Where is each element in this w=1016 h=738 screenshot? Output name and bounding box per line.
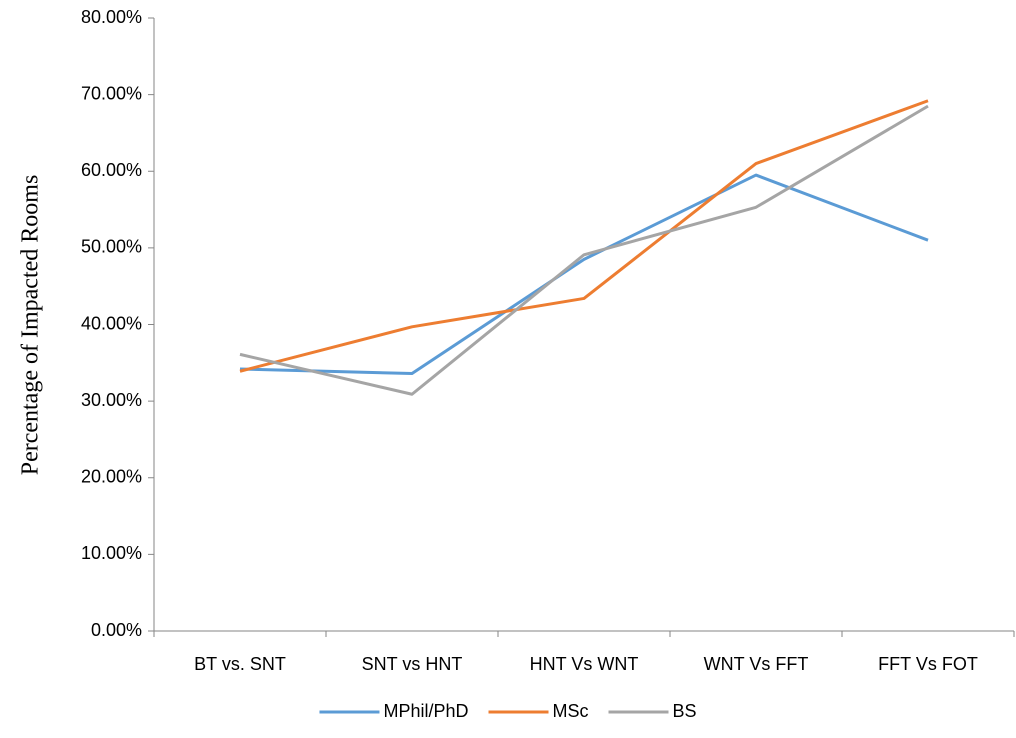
x-tick-label: SNT vs HNT bbox=[362, 654, 463, 674]
y-tick-label: 70.00% bbox=[81, 83, 142, 103]
y-tick-label: 10.00% bbox=[81, 543, 142, 563]
legend-label: BS bbox=[673, 701, 697, 721]
x-tick-label: FFT Vs FOT bbox=[878, 654, 978, 674]
legend-label: MSc bbox=[553, 701, 589, 721]
series-line bbox=[239, 104, 929, 396]
legend-label: MPhil/PhD bbox=[383, 701, 468, 721]
y-tick-label: 50.00% bbox=[81, 237, 142, 257]
y-tick-label: 60.00% bbox=[81, 160, 142, 180]
y-tick-label: 20.00% bbox=[81, 467, 142, 487]
x-tick-label: BT vs. SNT bbox=[194, 654, 286, 674]
y-tick-label: 40.00% bbox=[81, 313, 142, 333]
series-line bbox=[239, 173, 929, 376]
y-tick-label: 80.00% bbox=[81, 7, 142, 27]
y-tick-label: 30.00% bbox=[81, 390, 142, 410]
x-tick-label: HNT Vs WNT bbox=[530, 654, 639, 674]
y-tick-label: 0.00% bbox=[91, 620, 142, 640]
y-axis-label: Percentage of Impacted Rooms bbox=[18, 175, 44, 476]
series-line bbox=[239, 99, 929, 373]
x-tick-label: WNT Vs FFT bbox=[704, 654, 809, 674]
